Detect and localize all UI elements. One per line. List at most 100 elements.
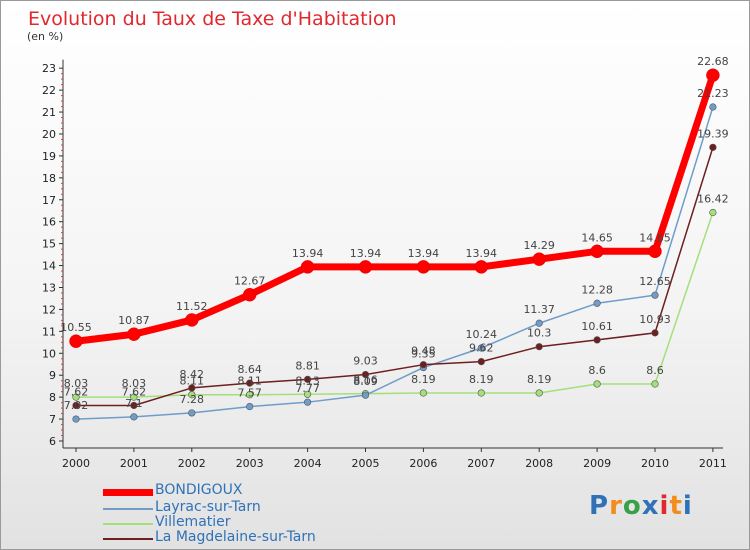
data-point xyxy=(130,413,138,421)
data-label: 14.65 xyxy=(581,231,613,244)
y-tick-label: 20 xyxy=(42,128,56,141)
y-tick-label: 12 xyxy=(42,303,56,316)
data-label: 10.3 xyxy=(527,327,552,340)
x-tick-label: 2004 xyxy=(294,457,322,470)
data-point xyxy=(651,329,659,337)
data-label: 11.52 xyxy=(176,300,208,313)
logo-letter: i xyxy=(659,491,670,521)
data-point xyxy=(246,391,254,399)
logo-letter: P xyxy=(589,491,610,521)
data-point xyxy=(651,380,659,388)
data-label: 9.62 xyxy=(469,342,494,355)
y-tick-label: 19 xyxy=(42,150,56,163)
data-label: 9.35 xyxy=(411,348,436,361)
x-tick-label: 2009 xyxy=(583,457,611,470)
y-tick-label: 18 xyxy=(42,172,56,185)
logo-letter: r xyxy=(609,491,623,521)
data-point xyxy=(127,327,141,341)
y-tick-label: 7 xyxy=(49,413,56,426)
data-point xyxy=(590,244,604,259)
y-tick-label: 11 xyxy=(42,325,56,338)
y-tick-label: 17 xyxy=(42,194,56,207)
data-point xyxy=(709,103,717,111)
series-line-1 xyxy=(75,106,714,420)
data-label: 13.94 xyxy=(350,247,382,260)
data-label: 7.02 xyxy=(64,399,89,412)
data-label: 11.37 xyxy=(523,303,555,316)
data-point xyxy=(477,344,485,352)
y-tick-label: 8 xyxy=(49,391,56,404)
data-label: 14.65 xyxy=(639,231,671,244)
data-label: 8.03 xyxy=(122,377,147,390)
data-label: 22.68 xyxy=(697,55,729,68)
data-label: 9.03 xyxy=(353,355,378,368)
data-label: 8.11 xyxy=(237,375,262,388)
x-tick-label: 2001 xyxy=(120,457,148,470)
data-label: 7.77 xyxy=(295,382,320,395)
data-label: 16.42 xyxy=(697,192,729,205)
data-point xyxy=(188,409,196,417)
data-label: 7.1 xyxy=(125,397,143,410)
legend-swatch xyxy=(103,508,153,510)
legend-item-layrac: Layrac-sur-Tarn xyxy=(103,499,503,517)
data-label: 13.94 xyxy=(466,247,498,260)
legend-label: BONDIGOUX xyxy=(155,482,243,498)
series-line-2 xyxy=(76,212,714,398)
data-label: 8.13 xyxy=(295,374,320,387)
x-tick-label: 2010 xyxy=(641,457,669,470)
data-point xyxy=(419,389,428,397)
x-tick-label: 2008 xyxy=(525,457,553,470)
data-label: 12.67 xyxy=(234,275,266,288)
x-tick-label: 2011 xyxy=(699,457,727,470)
data-point xyxy=(709,143,717,151)
data-label: 8.6 xyxy=(646,364,664,377)
data-label: 8.81 xyxy=(295,359,320,372)
data-point xyxy=(304,390,312,398)
legend-swatch xyxy=(103,489,153,496)
data-point xyxy=(593,336,601,344)
data-label: 21.23 xyxy=(697,87,729,100)
y-tick-label: 14 xyxy=(42,260,56,273)
legend-label: Villematier xyxy=(155,514,231,530)
data-point xyxy=(72,401,80,410)
logo-letter: i xyxy=(682,491,693,521)
data-label: 8.6 xyxy=(588,364,606,377)
data-point xyxy=(72,415,80,423)
data-point xyxy=(477,389,485,397)
data-point xyxy=(130,393,138,401)
data-label: 8.19 xyxy=(469,373,494,386)
data-point xyxy=(304,398,312,406)
data-point xyxy=(246,379,254,387)
x-tick-label: 2007 xyxy=(467,457,495,470)
y-tick-label: 10 xyxy=(42,347,56,360)
data-point xyxy=(358,260,373,274)
data-label: 10.87 xyxy=(118,314,150,327)
data-label: 7.57 xyxy=(237,387,262,400)
x-tick-label: 2002 xyxy=(178,457,206,470)
data-label: 8.19 xyxy=(411,373,436,386)
x-tick-label: 2000 xyxy=(62,457,90,470)
data-label: 8.42 xyxy=(180,368,205,381)
data-label: 10.93 xyxy=(639,313,671,326)
data-point xyxy=(69,334,83,348)
data-label: 10.24 xyxy=(466,328,498,341)
data-label: 7.62 xyxy=(122,385,147,398)
data-point xyxy=(706,68,720,82)
data-label: 10.61 xyxy=(581,320,613,333)
legend-item-magdelaine: La Magdelaine-sur-Tarn xyxy=(103,529,503,547)
data-label: 8.11 xyxy=(180,375,205,388)
x-tick-label: 2005 xyxy=(352,457,380,470)
legend-item-bondigoux: BONDIGOUX xyxy=(103,482,503,500)
data-label: 8.09 xyxy=(353,375,378,388)
legend-label: Layrac-sur-Tarn xyxy=(155,499,261,515)
y-tick-label: 22 xyxy=(42,84,56,97)
data-point xyxy=(304,375,312,383)
data-label: 7.62 xyxy=(64,385,89,398)
data-point xyxy=(188,384,196,392)
data-label: 9.48 xyxy=(411,345,436,358)
data-label: 8.03 xyxy=(64,377,89,390)
x-tick-label: 2003 xyxy=(236,457,264,470)
y-tick-label: 9 xyxy=(49,369,56,382)
data-point xyxy=(130,401,138,410)
data-point xyxy=(593,299,601,307)
